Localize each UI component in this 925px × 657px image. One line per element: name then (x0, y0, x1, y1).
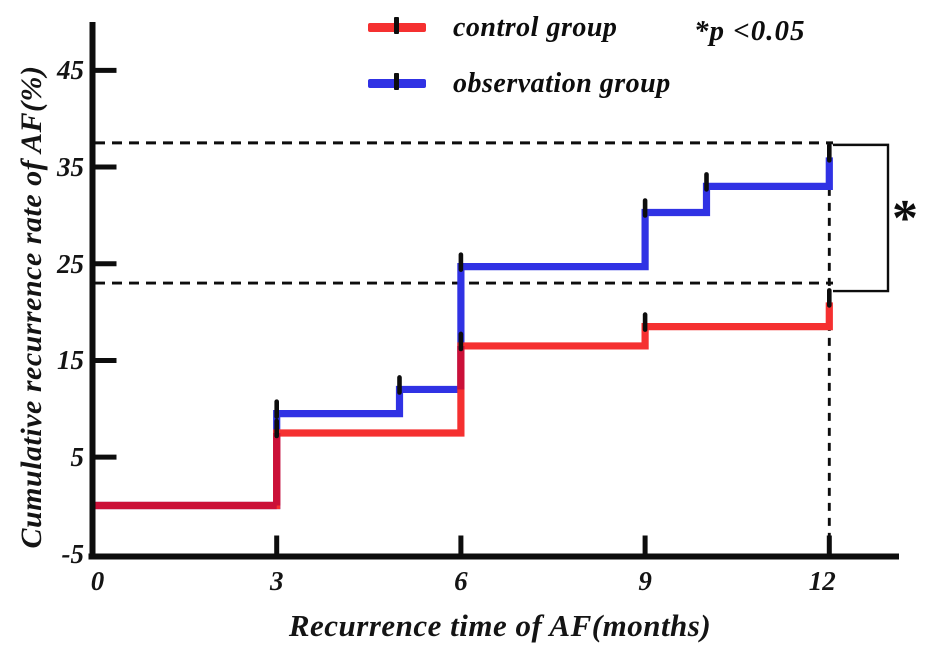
legend-label-control: control group (453, 12, 618, 43)
significance-asterisk: * (892, 190, 918, 247)
legend: control group observation group (345, 10, 745, 122)
x-tick-label-3: 3 (269, 566, 284, 596)
legend-label-observation: observation group (453, 68, 671, 99)
y-axis (89, 22, 96, 560)
x-axis-title: Recurrence time of AF(months) (288, 608, 712, 643)
x-axis (88, 553, 899, 560)
significance-bracket (833, 143, 890, 293)
legend-item-control: control group (345, 10, 745, 48)
y-tick-label-35: 35 (57, 152, 84, 183)
observation-series-path (92, 157, 833, 510)
p-value-annotation: *p <0.05 (694, 15, 806, 47)
control-line-icon (368, 17, 426, 34)
censor-tick-icon (394, 17, 399, 34)
censor-tick-icon (394, 73, 399, 90)
legend-item-observation: observation group (345, 66, 745, 104)
y-tick-label-15: 15 (57, 345, 84, 376)
x-tick-label-6: 6 (454, 566, 468, 596)
y-tick-label-25: 25 (57, 248, 84, 279)
y-tick-label--5: -5 (61, 538, 85, 569)
y-tick-label-5: 5 (70, 442, 85, 473)
x-tick-label-9: 9 (638, 566, 652, 596)
x-tick-label-0: 0 (90, 566, 105, 596)
y-axis-title: Cumulative recurrence rate of AF(%) (15, 65, 48, 549)
observation-line-icon (368, 73, 426, 90)
x-tick-label-12: 12 (808, 566, 836, 596)
y-tick-label-45: 45 (57, 55, 84, 86)
